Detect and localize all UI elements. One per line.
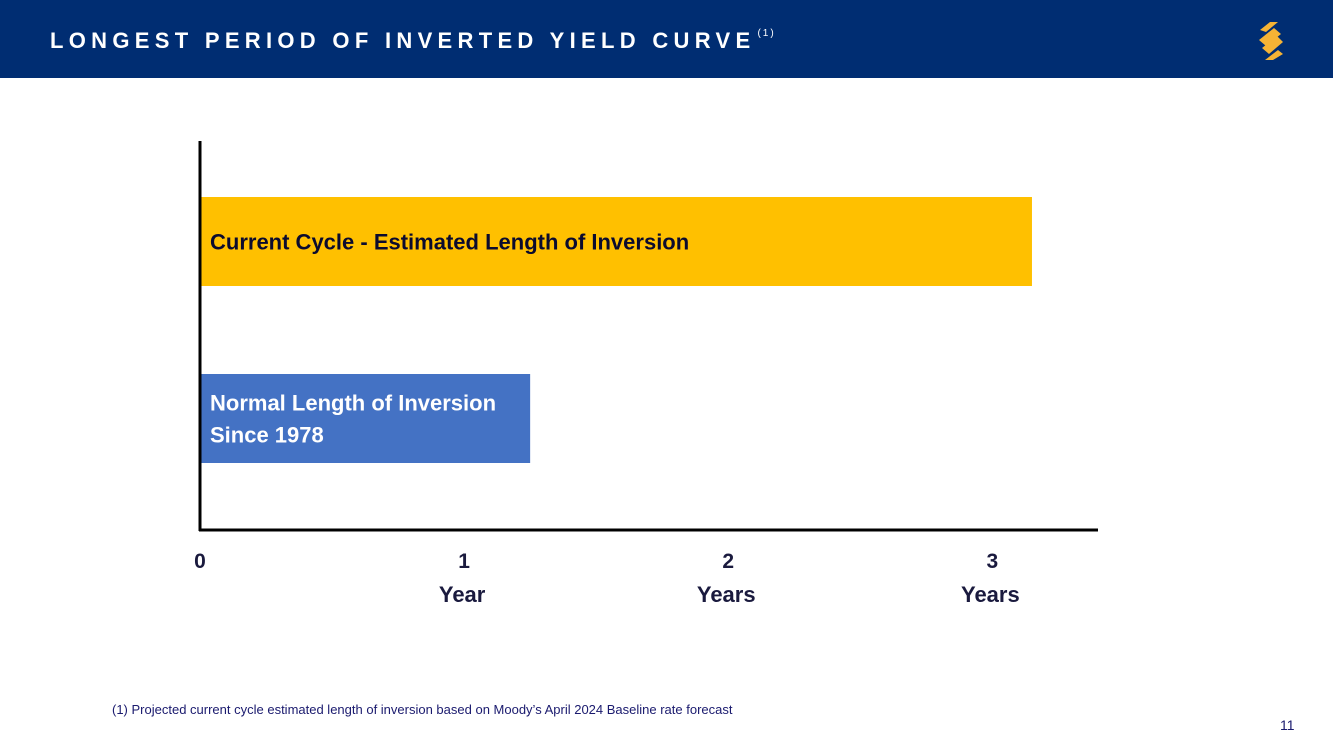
x-tick-unit-2: Years bbox=[697, 582, 756, 607]
page-title-text: LONGEST PERIOD OF INVERTED YIELD CURVE bbox=[50, 28, 756, 53]
s-stripes-logo-icon bbox=[1259, 22, 1283, 60]
page-title: LONGEST PERIOD OF INVERTED YIELD CURVE (1… bbox=[50, 28, 776, 54]
x-tick-label-1: 1 bbox=[458, 550, 470, 573]
title-footnote-marker: (1) bbox=[757, 28, 776, 39]
bar-label-2-line-1: Normal Length of Inversion bbox=[210, 391, 496, 416]
x-tick-unit-1: Year bbox=[439, 582, 486, 607]
x-tick-unit-3: Years bbox=[961, 582, 1020, 607]
bar-2 bbox=[200, 374, 531, 463]
header-bar: LONGEST PERIOD OF INVERTED YIELD CURVE (1… bbox=[0, 0, 1333, 78]
page-number: 11 bbox=[1280, 717, 1295, 733]
bar-1 bbox=[200, 197, 1032, 286]
x-tick-label-0: 0 bbox=[194, 550, 206, 573]
x-tick-label-3: 3 bbox=[987, 550, 999, 573]
footnote: (1) Projected current cycle estimated le… bbox=[112, 702, 733, 717]
bar-label-1-line-1: Current Cycle - Estimated Length of Inve… bbox=[210, 230, 689, 255]
bar-label-2-line-2: Since 1978 bbox=[210, 423, 324, 448]
x-tick-label-2: 2 bbox=[722, 550, 734, 573]
